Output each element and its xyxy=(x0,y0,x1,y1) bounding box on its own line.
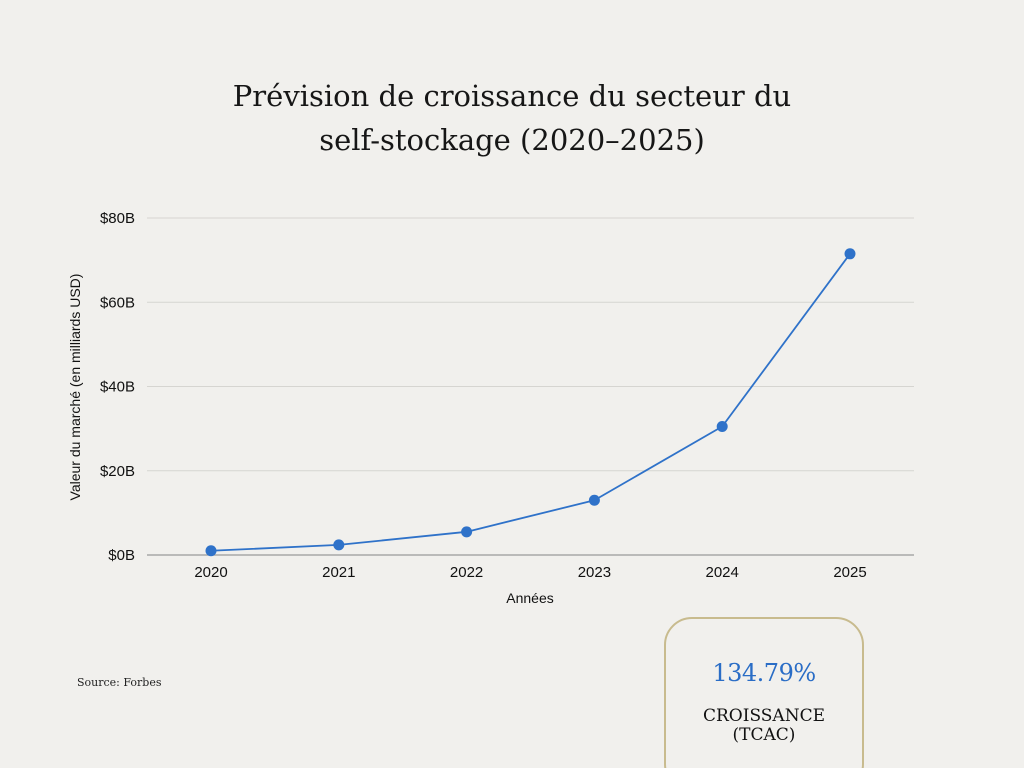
data-point-2024 xyxy=(716,421,728,433)
y-tick-labels: $0B $20B $40B $60B $80B xyxy=(100,210,135,564)
cagr-value: 134.79% xyxy=(712,659,816,687)
x-tick-label: 2024 xyxy=(706,564,739,581)
x-tick-label: 2025 xyxy=(833,564,866,581)
data-point-2025 xyxy=(844,248,856,260)
y-tick-label: $0B xyxy=(108,547,135,564)
data-point-2022 xyxy=(461,526,473,538)
chart-title: Prévision de croissance du secteur du se… xyxy=(112,74,912,162)
y-tick-label: $60B xyxy=(100,294,135,311)
x-axis-title: Années xyxy=(506,590,553,606)
y-tick-label: $40B xyxy=(100,379,135,396)
chart-title-line-2: self-stockage (2020–2025) xyxy=(319,123,705,157)
y-tick-label: $20B xyxy=(100,463,135,480)
x-tick-label: 2020 xyxy=(194,564,227,581)
series-line xyxy=(210,253,851,552)
cagr-label-line-1: CROISSANCE xyxy=(702,706,826,726)
x-tick-labels: 2020 2021 2022 2023 2024 2025 xyxy=(194,564,866,581)
data-point-2021 xyxy=(333,539,345,551)
gridlines xyxy=(147,217,914,556)
cagr-stat-card: 134.79% CROISSANCE (TCAC) xyxy=(664,617,864,768)
x-tick-label: 2021 xyxy=(322,564,355,581)
chart-title-line-1: Prévision de croissance du secteur du xyxy=(232,79,792,113)
y-axis-title: Valeur du marché (en milliards USD) xyxy=(67,274,83,501)
x-tick-label: 2022 xyxy=(450,564,483,581)
y-tick-label: $80B xyxy=(100,210,135,227)
series-layer xyxy=(205,248,856,557)
data-point-2023 xyxy=(588,494,600,506)
source-note: Source: Forbes xyxy=(77,676,162,689)
cagr-label-line-2: (TCAC) xyxy=(732,725,796,745)
cagr-label: CROISSANCE (TCAC) xyxy=(666,707,862,745)
data-point-2020 xyxy=(205,545,217,557)
x-tick-label: 2023 xyxy=(578,564,611,581)
